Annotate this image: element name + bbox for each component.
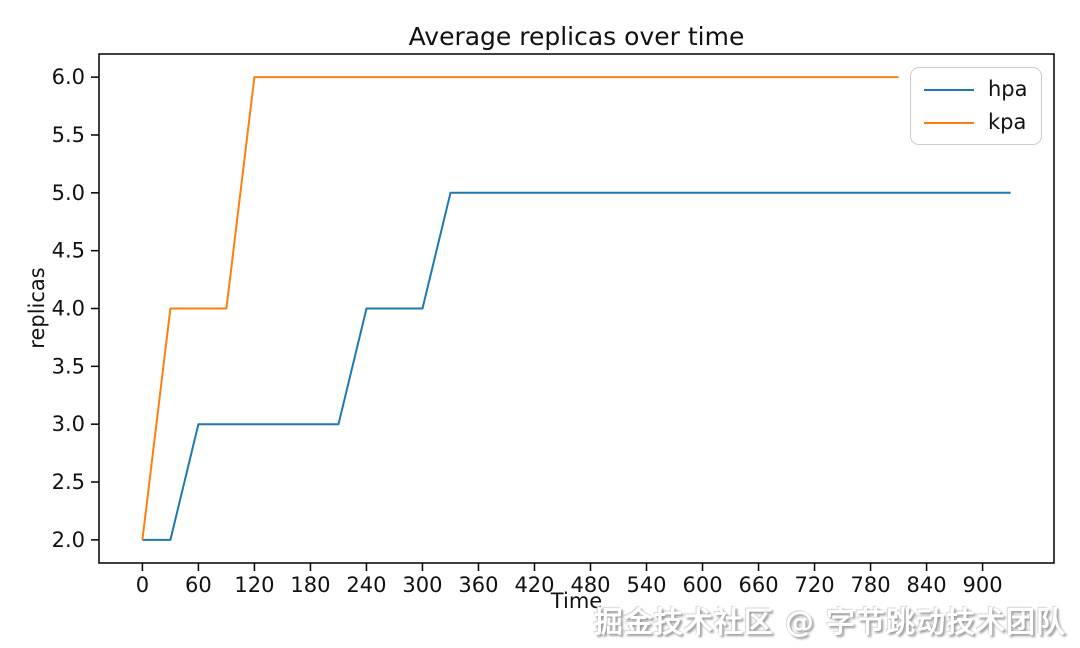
y-tick-label: 5.0	[52, 181, 85, 205]
x-tick-label: 0	[136, 573, 149, 597]
x-tick-label: 480	[570, 573, 610, 597]
x-axis-label: Time	[550, 589, 603, 613]
y-tick-label: 3.0	[52, 412, 85, 436]
legend-entry-hpa: hpa	[924, 79, 1028, 100]
legend-entry-kpa: kpa	[924, 112, 1028, 133]
x-tick-label: 180	[290, 573, 330, 597]
x-tick-label: 600	[682, 573, 722, 597]
x-tick-label: 540	[626, 573, 666, 597]
series-line-kpa	[141, 76, 899, 541]
watermark: 掘金技术社区 @ 字节跳动技术团队	[593, 605, 1066, 639]
y-axis-label: replicas	[25, 267, 49, 349]
x-tick-label: 900	[963, 573, 1003, 597]
x-tick-label: 660	[738, 573, 778, 597]
y-tick-label: 3.5	[52, 354, 85, 378]
legend-label-kpa: kpa	[988, 110, 1027, 134]
hpa-line-swatch	[924, 88, 974, 91]
legend: hpa kpa	[910, 67, 1042, 145]
x-tick-label: 240	[346, 573, 386, 597]
legend-label-hpa: hpa	[988, 77, 1028, 101]
y-tick-label: 5.5	[52, 123, 85, 147]
x-tick-label: 120	[234, 573, 274, 597]
x-tick-label: 60	[185, 573, 212, 597]
y-tick-label: 6.0	[52, 65, 85, 89]
y-tick-label: 2.0	[52, 528, 85, 552]
x-tick-label: 360	[458, 573, 498, 597]
series-line-hpa	[142, 191, 1011, 541]
x-tick-label: 780	[851, 573, 891, 597]
x-tick-label: 840	[907, 573, 947, 597]
y-tick-label: 2.5	[52, 470, 85, 494]
x-tick-label: 300	[402, 573, 442, 597]
y-tick-label: 4.5	[52, 239, 85, 263]
x-tick-label: 420	[514, 573, 554, 597]
x-tick-label: 720	[795, 573, 835, 597]
kpa-line-swatch	[924, 121, 974, 124]
y-tick-label: 4.0	[52, 297, 85, 321]
chart-title: Average replicas over time	[408, 22, 745, 51]
